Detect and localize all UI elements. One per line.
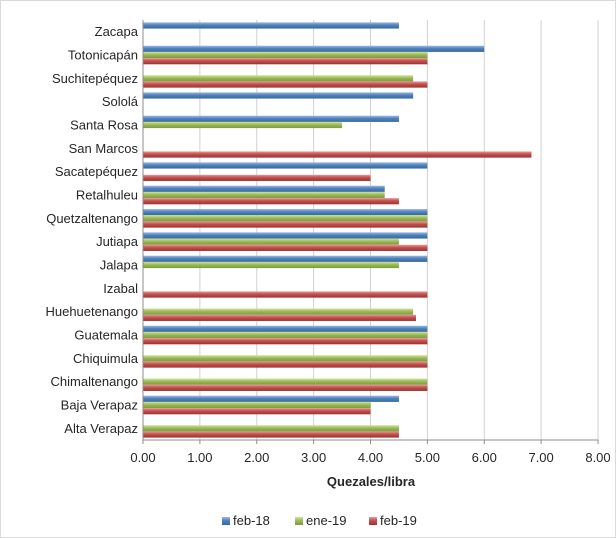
bar-feb-19 [143, 314, 416, 321]
bar-feb-19 [143, 431, 399, 438]
bar-feb-19 [143, 151, 532, 158]
category-label: Sololá [102, 94, 139, 109]
bar-feb-18 [143, 185, 385, 192]
bar-feb-19 [143, 338, 428, 345]
legend-label: ene-19 [306, 513, 346, 528]
bar-feb-19 [143, 81, 428, 88]
bar-feb-18 [143, 209, 428, 216]
bar-ene-19 [143, 378, 428, 385]
legend: feb-18 ene-19 feb-19 [222, 513, 417, 528]
legend-label: feb-19 [380, 513, 417, 528]
category-label: Baja Verapaz [61, 398, 138, 413]
category-label: Guatemala [74, 328, 138, 343]
bar-feb-18 [143, 162, 428, 169]
x-tick-label: 8.00 [585, 450, 610, 465]
bar-feb-18 [143, 232, 428, 239]
category-label: Santa Rosa [70, 118, 139, 133]
category-label: Quetzaltenango [46, 211, 138, 226]
legend-label: feb-18 [233, 513, 270, 528]
category-label: Huehuetenango [45, 304, 138, 319]
x-tick-label: 5.00 [415, 450, 440, 465]
bar-feb-19 [143, 361, 428, 368]
bar-feb-18 [143, 45, 485, 52]
x-tick-labels: 0.00 1.00 2.00 3.00 4.00 5.00 6.00 7.00 8.00 [130, 450, 610, 465]
bar-ene-19 [143, 308, 414, 315]
category-label: San Marcos [69, 141, 139, 156]
legend-swatch-ene-19 [295, 517, 303, 525]
category-labels: Zacapa Totonicapán Suchitepéquez Sololá Sant… [45, 24, 138, 436]
bar-ene-19 [143, 215, 428, 222]
bars [143, 22, 532, 438]
bar-ene-19 [143, 425, 399, 432]
bar-feb-18 [143, 255, 428, 262]
bar-feb-19 [143, 58, 428, 65]
category-label: Chiquimula [73, 351, 139, 366]
bar-ene-19 [143, 331, 428, 339]
category-label: Chimaltenango [51, 374, 138, 389]
bar-ene-19 [143, 75, 414, 82]
bar-ene-19 [143, 261, 399, 269]
legend-swatch-feb-19 [369, 517, 377, 525]
x-tick-label: 0.00 [130, 450, 155, 465]
category-label: Totonicapán [68, 48, 138, 63]
bar-feb-18 [143, 115, 399, 122]
x-axis-title: Quezales/libra [327, 474, 416, 489]
category-label: Sacatepéquez [55, 164, 138, 179]
legend-swatch-feb-18 [222, 517, 230, 525]
bar-feb-19 [143, 291, 428, 298]
bar-ene-19 [143, 401, 371, 409]
bar-feb-18 [143, 22, 399, 29]
x-tick-label: 4.00 [358, 450, 383, 465]
category-label: Suchitepéquez [52, 71, 138, 86]
category-label: Zacapa [95, 24, 139, 39]
bar-feb-19 [143, 221, 428, 228]
bar-feb-19 [143, 384, 428, 391]
x-tick-label: 2.00 [244, 450, 269, 465]
bar-feb-19 [143, 174, 371, 181]
category-label: Izabal [103, 281, 138, 296]
bar-feb-18 [143, 325, 428, 332]
bar-ene-19 [143, 51, 428, 59]
category-label: Alta Verapaz [64, 421, 138, 436]
bar-feb-18 [143, 92, 414, 99]
x-tick-label: 1.00 [187, 450, 212, 465]
bar-ene-19 [143, 355, 428, 362]
bar-ene-19 [143, 238, 399, 245]
x-tick-label: 6.00 [472, 450, 497, 465]
category-label: Jalapa [100, 258, 139, 273]
gridlines [199, 20, 599, 440]
bar-feb-19 [143, 408, 371, 415]
x-tick-label: 7.00 [528, 450, 553, 465]
bar-ene-19 [143, 191, 385, 199]
axes [142, 20, 599, 444]
category-label: Retalhuleu [76, 188, 138, 203]
x-tick-label: 3.00 [301, 450, 326, 465]
bar-feb-19 [143, 244, 428, 251]
bar-feb-18 [143, 395, 399, 402]
category-label: Jutiapa [96, 234, 139, 249]
bar-ene-19 [143, 121, 343, 129]
bar-feb-19 [143, 198, 399, 205]
